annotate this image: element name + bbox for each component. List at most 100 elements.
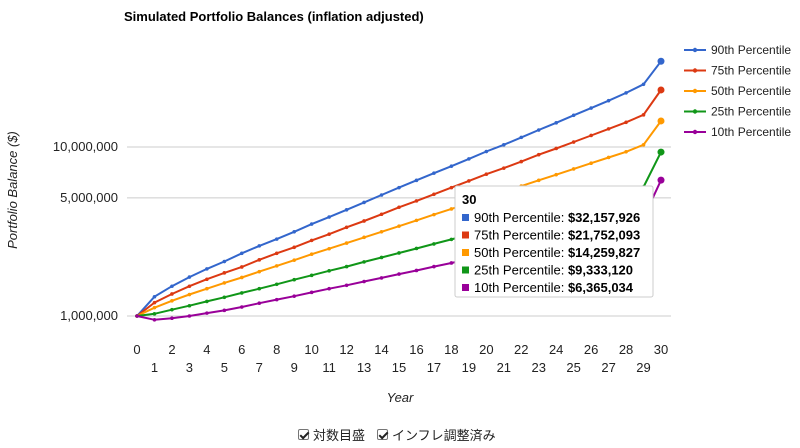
data-point[interactable] bbox=[309, 222, 314, 226]
data-point[interactable] bbox=[135, 314, 139, 318]
data-point[interactable] bbox=[519, 159, 524, 164]
data-point[interactable] bbox=[536, 152, 541, 157]
data-point[interactable] bbox=[257, 269, 262, 274]
data-point[interactable] bbox=[484, 172, 489, 177]
data-point[interactable] bbox=[327, 269, 331, 273]
data-point[interactable] bbox=[170, 307, 174, 312]
data-point[interactable] bbox=[344, 283, 349, 288]
data-point[interactable] bbox=[432, 212, 436, 217]
data-point[interactable] bbox=[362, 279, 366, 284]
data-point[interactable] bbox=[344, 264, 349, 269]
data-point[interactable] bbox=[309, 252, 314, 257]
data-point[interactable] bbox=[589, 106, 593, 110]
data-point[interactable] bbox=[449, 164, 454, 168]
data-point[interactable] bbox=[432, 171, 436, 175]
data-point[interactable] bbox=[205, 267, 209, 271]
data-point[interactable] bbox=[170, 316, 174, 321]
data-point[interactable] bbox=[222, 271, 227, 275]
data-point[interactable] bbox=[187, 303, 192, 308]
data-point[interactable] bbox=[327, 215, 331, 219]
data-point[interactable] bbox=[519, 135, 524, 140]
data-point[interactable] bbox=[292, 294, 297, 298]
data-point[interactable] bbox=[657, 57, 665, 65]
data-point[interactable] bbox=[397, 224, 401, 228]
data-point[interactable] bbox=[624, 91, 628, 95]
data-point[interactable] bbox=[414, 246, 419, 251]
legend-item[interactable]: 75th Percentile bbox=[684, 64, 791, 78]
data-point[interactable] bbox=[240, 251, 244, 256]
data-point[interactable] bbox=[432, 242, 436, 246]
data-point[interactable] bbox=[205, 299, 209, 304]
data-point[interactable] bbox=[292, 258, 297, 262]
data-point[interactable] bbox=[571, 140, 576, 144]
data-point[interactable] bbox=[397, 205, 401, 210]
legend-item[interactable]: 90th Percentile bbox=[684, 43, 791, 57]
data-point[interactable] bbox=[657, 117, 665, 125]
data-point[interactable] bbox=[379, 193, 384, 197]
data-point[interactable] bbox=[222, 308, 227, 313]
data-point[interactable] bbox=[641, 143, 646, 147]
data-point[interactable] bbox=[467, 157, 471, 161]
data-point[interactable] bbox=[589, 161, 593, 165]
data-point[interactable] bbox=[362, 260, 366, 264]
data-point[interactable] bbox=[657, 148, 665, 156]
data-point[interactable] bbox=[502, 143, 506, 147]
data-point[interactable] bbox=[397, 251, 401, 255]
data-point[interactable] bbox=[257, 286, 262, 291]
data-point[interactable] bbox=[240, 305, 244, 309]
data-point[interactable] bbox=[624, 149, 628, 154]
data-point[interactable] bbox=[449, 237, 454, 242]
data-point[interactable] bbox=[432, 192, 436, 197]
data-point[interactable] bbox=[344, 241, 349, 245]
data-point[interactable] bbox=[274, 264, 279, 268]
data-point[interactable] bbox=[554, 146, 558, 151]
data-point[interactable] bbox=[502, 166, 506, 170]
data-point[interactable] bbox=[309, 238, 314, 243]
legend-item[interactable]: 10th Percentile bbox=[684, 125, 791, 139]
data-point[interactable] bbox=[344, 208, 349, 212]
data-point[interactable] bbox=[379, 229, 384, 234]
data-point[interactable] bbox=[414, 268, 419, 273]
data-point[interactable] bbox=[414, 218, 419, 223]
data-point[interactable] bbox=[257, 244, 262, 248]
data-point[interactable] bbox=[222, 281, 227, 285]
data-point[interactable] bbox=[467, 179, 471, 183]
data-point[interactable] bbox=[327, 246, 331, 251]
data-point[interactable] bbox=[170, 284, 174, 289]
data-point[interactable] bbox=[657, 176, 665, 184]
data-point[interactable] bbox=[187, 275, 192, 279]
data-point[interactable] bbox=[571, 113, 576, 118]
inflation-adjusted-checkbox[interactable] bbox=[377, 428, 389, 440]
data-point[interactable] bbox=[536, 178, 541, 183]
data-point[interactable] bbox=[309, 273, 314, 278]
inflation-adjusted-toggle[interactable]: インフレ調整済み bbox=[377, 425, 496, 444]
data-point[interactable] bbox=[397, 185, 401, 190]
data-point[interactable] bbox=[292, 245, 297, 250]
data-point[interactable] bbox=[449, 185, 454, 190]
log-scale-toggle[interactable]: 対数目盛 bbox=[298, 425, 365, 444]
data-point[interactable] bbox=[170, 299, 174, 303]
data-point[interactable] bbox=[657, 86, 665, 94]
data-point[interactable] bbox=[152, 317, 157, 322]
data-point[interactable] bbox=[432, 264, 436, 269]
data-point[interactable] bbox=[397, 272, 401, 276]
data-point[interactable] bbox=[240, 291, 244, 295]
data-point[interactable] bbox=[205, 286, 209, 291]
data-point[interactable] bbox=[240, 275, 244, 280]
data-point[interactable] bbox=[449, 261, 454, 265]
data-point[interactable] bbox=[309, 290, 314, 295]
data-point[interactable] bbox=[274, 251, 279, 256]
data-point[interactable] bbox=[222, 259, 227, 264]
data-point[interactable] bbox=[152, 294, 157, 299]
data-point[interactable] bbox=[274, 297, 279, 302]
data-point[interactable] bbox=[554, 172, 558, 177]
data-point[interactable] bbox=[257, 301, 262, 306]
data-point[interactable] bbox=[606, 127, 611, 131]
data-point[interactable] bbox=[205, 277, 209, 282]
data-point[interactable] bbox=[170, 292, 174, 296]
data-point[interactable] bbox=[571, 167, 576, 171]
data-point[interactable] bbox=[240, 265, 244, 269]
data-point[interactable] bbox=[257, 258, 262, 262]
data-point[interactable] bbox=[362, 219, 366, 223]
data-point[interactable] bbox=[606, 155, 611, 160]
